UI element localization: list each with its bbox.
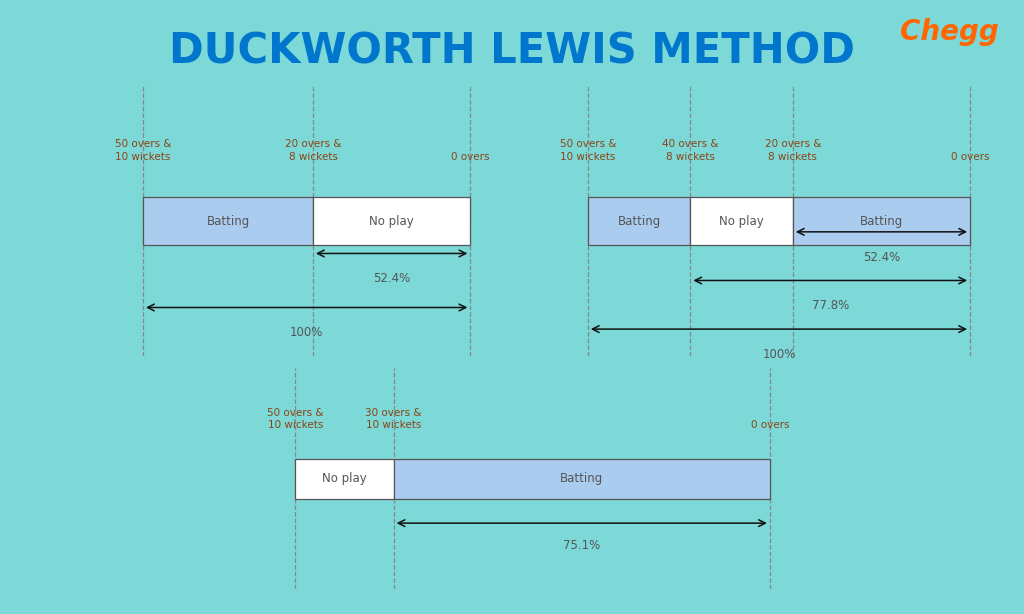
Bar xyxy=(313,196,470,246)
Text: 20 overs &
8 wickets: 20 overs & 8 wickets xyxy=(285,139,341,161)
Text: 0 overs: 0 overs xyxy=(751,421,790,430)
Text: 40 overs &
8 wickets: 40 overs & 8 wickets xyxy=(663,139,719,161)
Text: 77.8%: 77.8% xyxy=(812,300,849,313)
Text: 50 overs &
10 wickets: 50 overs & 10 wickets xyxy=(115,139,171,161)
Text: 20 overs &
8 wickets: 20 overs & 8 wickets xyxy=(765,139,821,161)
Bar xyxy=(393,459,770,499)
Text: No play: No play xyxy=(719,214,764,228)
Text: 50 overs &
10 wickets: 50 overs & 10 wickets xyxy=(560,139,616,161)
Text: 52.4%: 52.4% xyxy=(863,251,900,264)
Text: No play: No play xyxy=(370,214,414,228)
Bar xyxy=(143,196,313,246)
Text: DUCKWORTH LEWIS METHOD: DUCKWORTH LEWIS METHOD xyxy=(169,31,855,72)
Text: 100%: 100% xyxy=(290,327,324,340)
Text: No play: No play xyxy=(323,472,367,486)
Text: 0 overs: 0 overs xyxy=(950,152,989,161)
Bar xyxy=(295,459,393,499)
Text: Batting: Batting xyxy=(617,214,660,228)
Text: 0 overs: 0 overs xyxy=(451,152,489,161)
Text: Chegg: Chegg xyxy=(900,18,998,47)
Text: 75.1%: 75.1% xyxy=(563,538,600,551)
Text: 30 overs &
10 wickets: 30 overs & 10 wickets xyxy=(366,408,422,430)
Text: 52.4%: 52.4% xyxy=(373,273,411,286)
Text: Batting: Batting xyxy=(560,472,603,486)
Text: Batting: Batting xyxy=(860,214,903,228)
Text: 50 overs &
10 wickets: 50 overs & 10 wickets xyxy=(267,408,324,430)
Text: Batting: Batting xyxy=(207,214,250,228)
Bar xyxy=(588,196,690,246)
Text: 100%: 100% xyxy=(762,348,796,361)
Bar xyxy=(690,196,793,246)
Bar xyxy=(793,196,970,246)
